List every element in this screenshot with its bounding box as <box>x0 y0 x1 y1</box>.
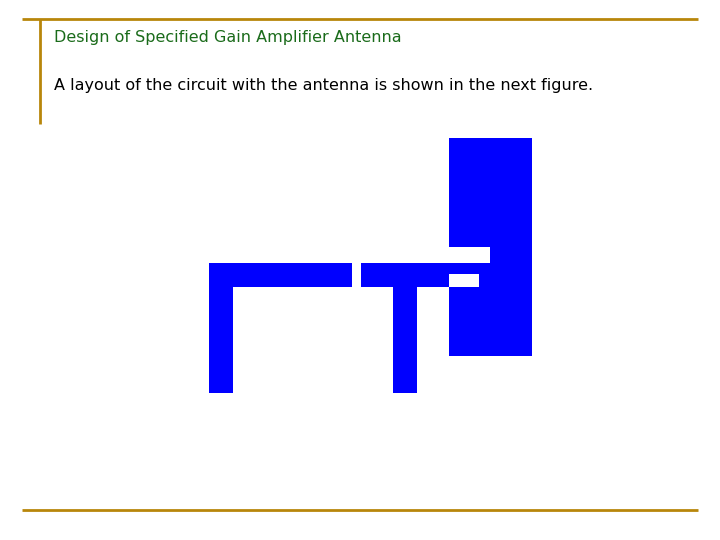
Text: Design of Specified Gain Amplifier Antenna: Design of Specified Gain Amplifier Anten… <box>54 30 402 45</box>
Bar <box>449 247 490 263</box>
Bar <box>209 263 352 287</box>
Bar <box>449 196 532 356</box>
Bar <box>393 264 417 393</box>
Bar <box>449 138 532 196</box>
Bar <box>361 263 495 287</box>
Text: A layout of the circuit with the antenna is shown in the next figure.: A layout of the circuit with the antenna… <box>54 78 593 93</box>
Bar <box>209 264 233 393</box>
Bar <box>449 274 480 287</box>
